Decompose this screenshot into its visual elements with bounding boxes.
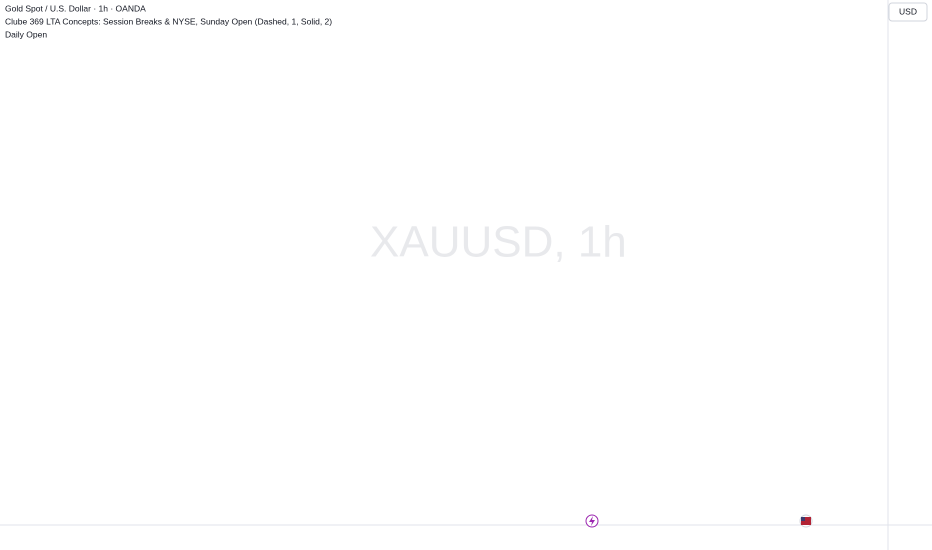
price-axis (888, 0, 932, 550)
indicator-label[interactable]: Clube 369 LTA Concepts: Session Breaks &… (5, 16, 332, 26)
watermark: XAUUSD, 1h (370, 218, 627, 267)
currency-button[interactable] (888, 2, 928, 22)
currency-label[interactable]: USD (899, 6, 917, 16)
flag-icon (801, 517, 805, 521)
flag-icon (801, 517, 811, 525)
symbol-title[interactable]: Gold Spot / U.S. Dollar · 1h · OANDA (5, 3, 146, 13)
time-axis (0, 525, 932, 550)
inset-panel (34, 92, 368, 302)
indicator-label[interactable]: Daily Open (5, 29, 47, 39)
inset-panel (490, 272, 832, 477)
event-icon-glyph (589, 516, 595, 526)
